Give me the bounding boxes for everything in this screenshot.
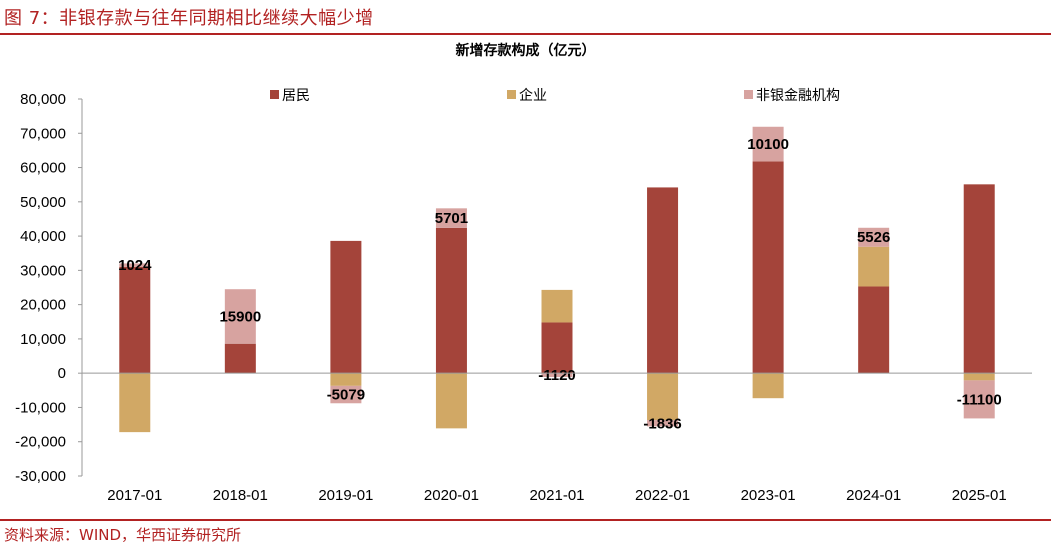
data-label: 5526 bbox=[857, 229, 890, 246]
bar-segment bbox=[541, 373, 573, 378]
bar-segment bbox=[435, 227, 467, 374]
legend-swatch bbox=[744, 90, 753, 99]
x-tick-label: 2018-01 bbox=[213, 487, 268, 504]
data-label: -1120 bbox=[538, 367, 576, 384]
y-tick-label: -30,000 bbox=[15, 468, 66, 485]
top-rule bbox=[0, 33, 1051, 35]
data-label: -11100 bbox=[957, 391, 1002, 408]
y-tick-label: -10,000 bbox=[15, 399, 66, 416]
bar-segment bbox=[224, 289, 256, 344]
bar-segment bbox=[858, 246, 890, 287]
legend-swatch bbox=[270, 90, 279, 99]
legend-swatch bbox=[507, 90, 516, 99]
bar-segment bbox=[963, 380, 995, 419]
y-tick-label: -20,000 bbox=[15, 434, 66, 451]
bar-segment bbox=[752, 126, 784, 162]
bar-segment bbox=[541, 289, 573, 323]
data-label: -5079 bbox=[327, 387, 365, 404]
bar-segment bbox=[330, 240, 362, 374]
x-tick-label: 2019-01 bbox=[318, 487, 373, 504]
y-tick-label: 0 bbox=[58, 365, 66, 382]
y-tick-label: 20,000 bbox=[20, 297, 66, 314]
chart-title: 新增存款构成（亿元） bbox=[455, 43, 596, 59]
bar-segment bbox=[119, 373, 151, 433]
data-label: 10100 bbox=[747, 136, 789, 153]
bar-segment bbox=[224, 343, 256, 374]
legend-label: 非银金融机构 bbox=[756, 88, 840, 104]
figure-title: 图 7：非银存款与往年同期相比继续大幅少增 bbox=[4, 8, 374, 29]
bar-segment bbox=[647, 373, 679, 421]
bar-segment bbox=[752, 373, 784, 399]
legend-label: 居民 bbox=[282, 88, 310, 104]
y-tick-label: 60,000 bbox=[20, 160, 66, 177]
y-tick-label: 50,000 bbox=[20, 194, 66, 211]
x-tick-label: 2025-01 bbox=[952, 487, 1007, 504]
bar-segment bbox=[435, 208, 467, 228]
bar-segment bbox=[330, 373, 362, 386]
bar-segment bbox=[119, 263, 151, 267]
bar-segment bbox=[752, 161, 784, 374]
x-tick-label: 2020-01 bbox=[424, 487, 479, 504]
bar-segment bbox=[330, 385, 362, 404]
y-tick-label: 70,000 bbox=[20, 125, 66, 142]
data-label: -1836 bbox=[643, 415, 681, 432]
y-tick-label: 30,000 bbox=[20, 262, 66, 279]
data-label: 1024 bbox=[118, 257, 152, 274]
x-tick-label: 2023-01 bbox=[741, 487, 796, 504]
bottom-rule bbox=[0, 519, 1051, 521]
y-tick-label: 80,000 bbox=[20, 91, 66, 108]
x-tick-label: 2017-01 bbox=[107, 487, 162, 504]
bar-segment bbox=[541, 322, 573, 374]
x-tick-label: 2021-01 bbox=[529, 487, 584, 504]
x-tick-label: 2024-01 bbox=[846, 487, 901, 504]
y-tick-label: 10,000 bbox=[20, 331, 66, 348]
bar-segment bbox=[963, 373, 995, 381]
data-label: 5701 bbox=[435, 210, 468, 227]
bar-segment bbox=[119, 266, 151, 374]
bar-segment bbox=[858, 286, 890, 374]
bar-segment bbox=[647, 420, 679, 427]
legend-label: 企业 bbox=[519, 87, 547, 104]
x-tick-label: 2022-01 bbox=[635, 487, 690, 504]
y-tick-label: 40,000 bbox=[20, 228, 66, 245]
bar-segment bbox=[858, 227, 890, 247]
source-note: 资料来源：WIND，华西证券研究所 bbox=[4, 526, 242, 544]
data-label: 15900 bbox=[219, 308, 261, 325]
bar-segment bbox=[647, 187, 679, 374]
bar-segment bbox=[435, 373, 467, 429]
bar-segment bbox=[963, 184, 995, 374]
